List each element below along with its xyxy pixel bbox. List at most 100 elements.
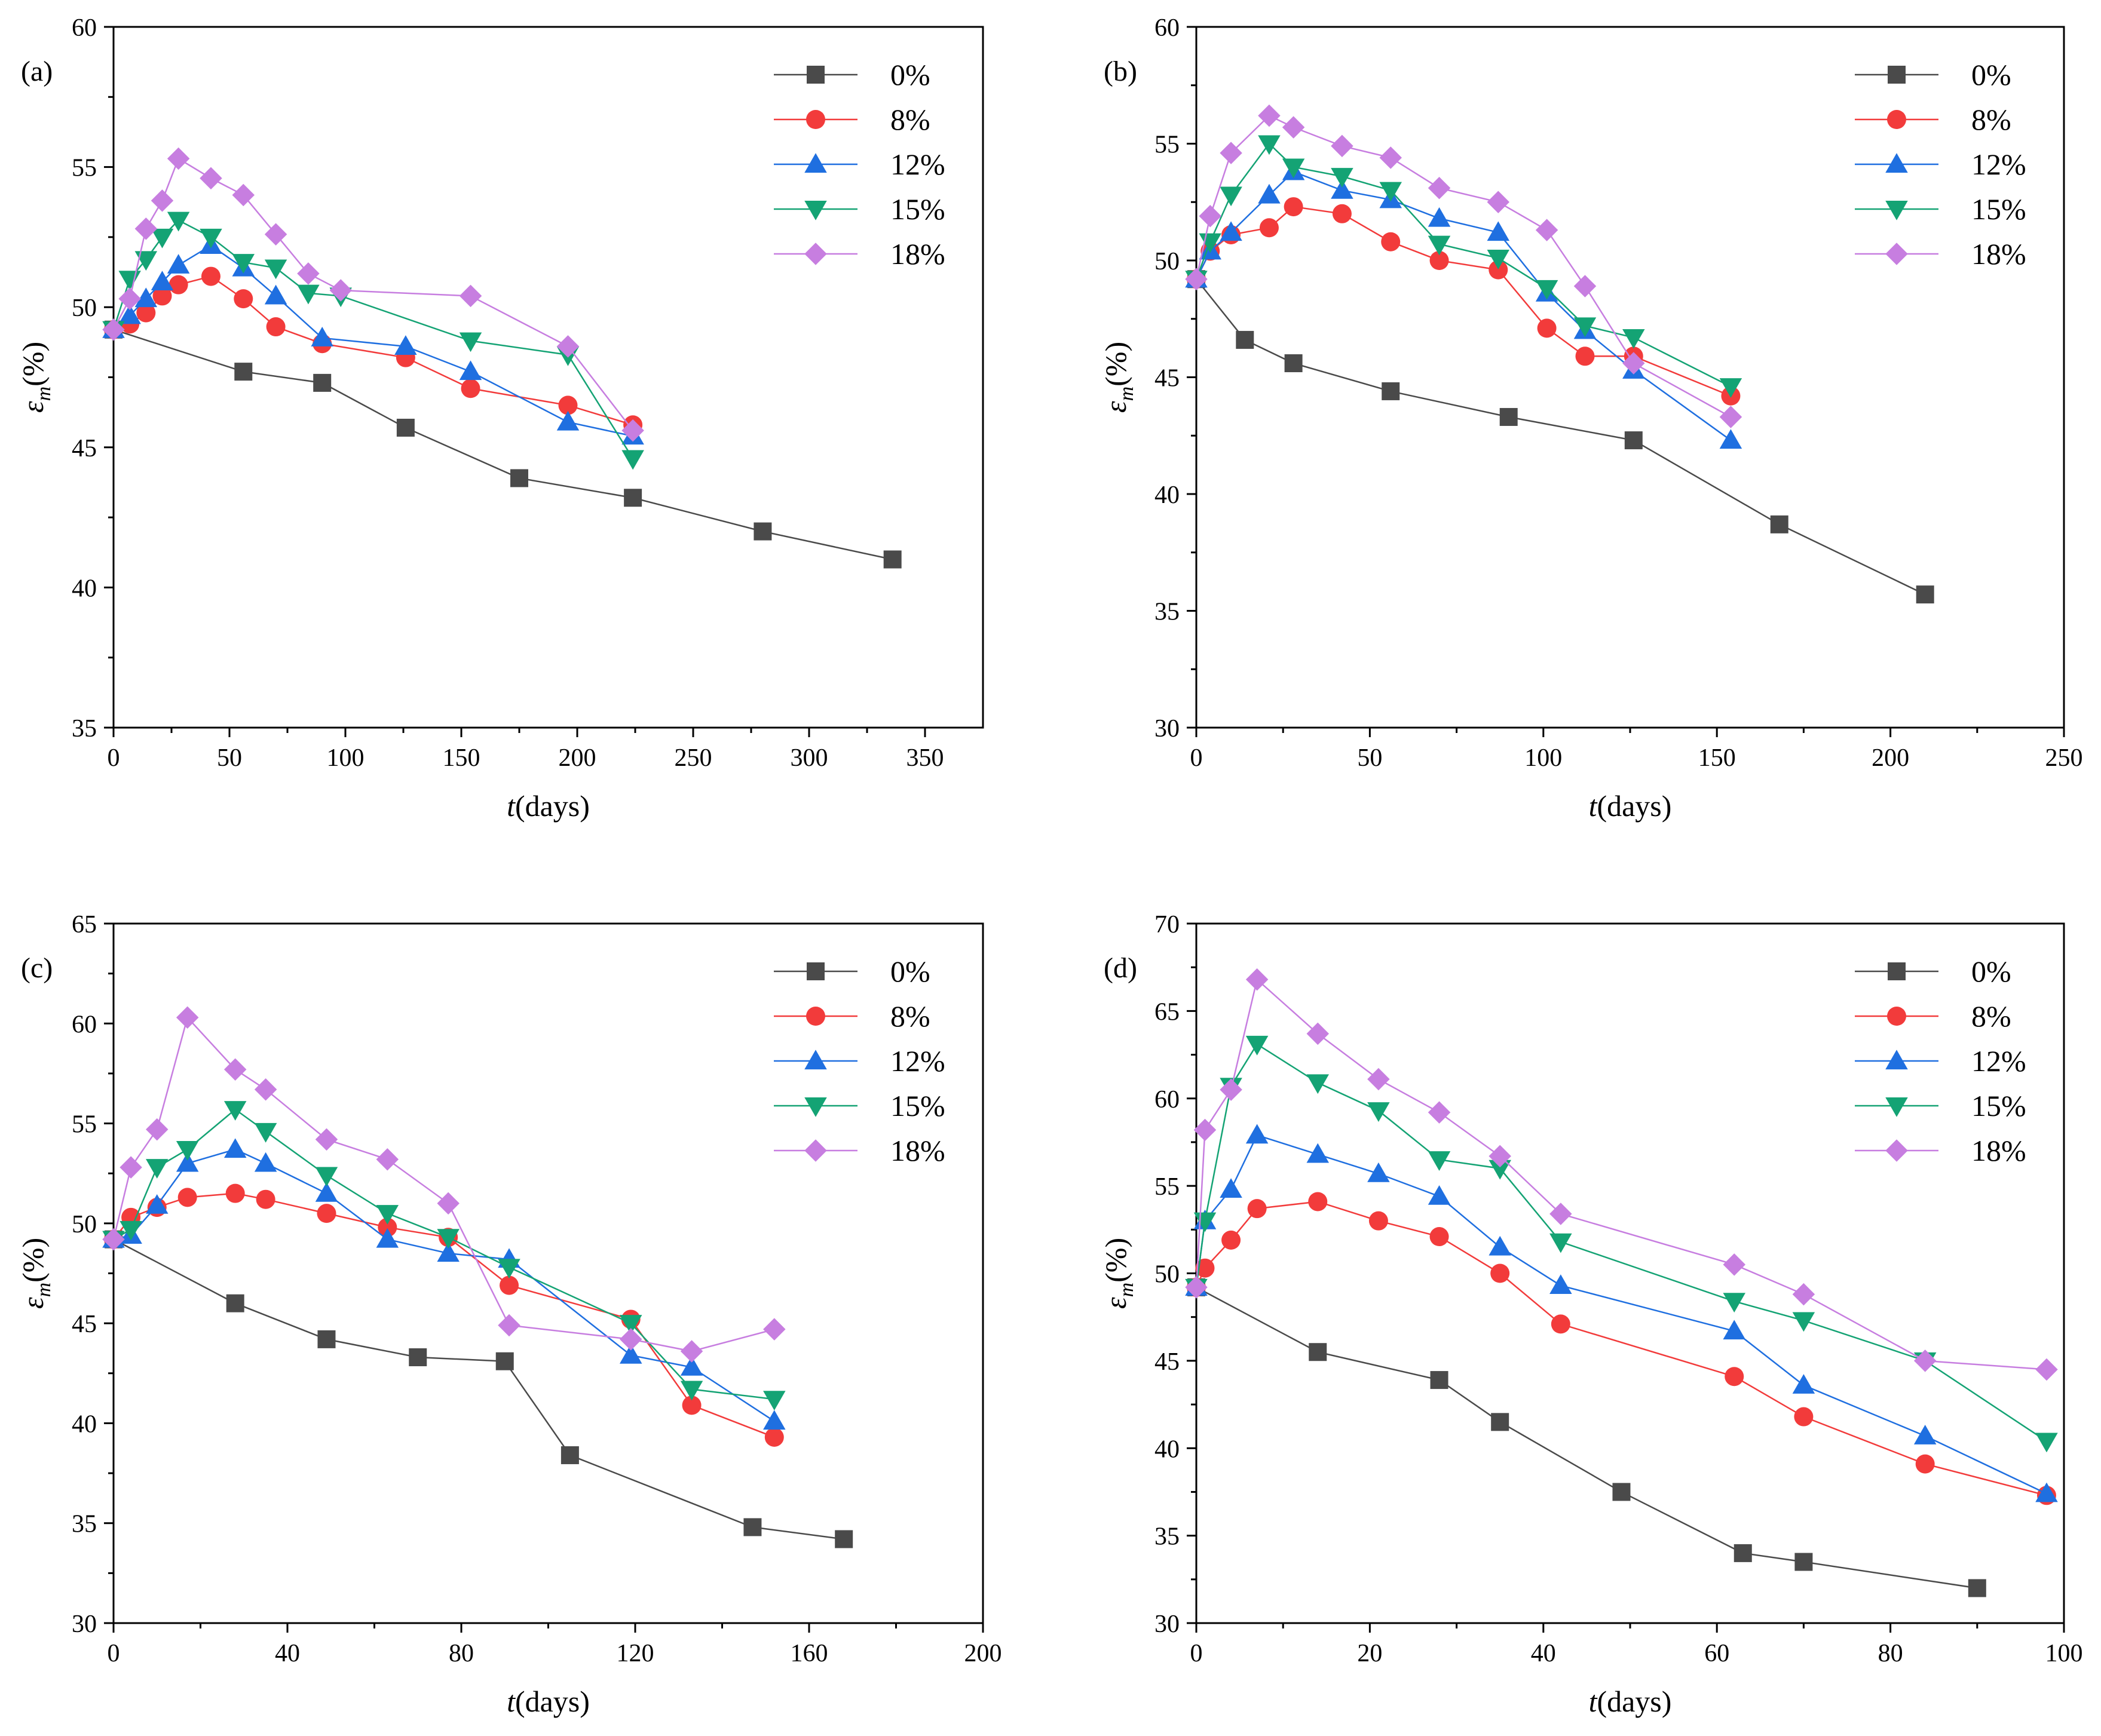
y-tick-label: 35 (1154, 1523, 1180, 1551)
data-point (1332, 204, 1352, 223)
data-point (1430, 1371, 1448, 1390)
data-point (1195, 1258, 1215, 1278)
data-point (167, 211, 190, 232)
data-point (1428, 1151, 1451, 1171)
panel-label: (a) (21, 56, 53, 87)
data-point (556, 410, 580, 431)
data-point (311, 327, 333, 346)
data-point (1245, 1124, 1269, 1144)
data-point (1220, 1178, 1242, 1198)
data-point (2035, 1358, 2058, 1381)
series-2 (1187, 197, 1741, 406)
series-1 (1187, 270, 1934, 604)
x-tick-label: 0 (1190, 744, 1203, 772)
x-tick-label: 150 (443, 744, 480, 772)
x-tick-label: 80 (1878, 1640, 1903, 1667)
data-point (151, 189, 174, 212)
data-point (176, 1141, 199, 1161)
y-tick-label: 55 (1154, 131, 1180, 159)
y-tick-label: 50 (72, 295, 97, 322)
data-point (256, 1189, 275, 1209)
legend-label: 0% (1971, 58, 2011, 91)
legend-label: 12% (1971, 148, 2026, 181)
data-point (297, 262, 320, 285)
y-tick-label: 40 (72, 1410, 97, 1438)
data-point (1915, 1454, 1935, 1474)
data-point (1258, 135, 1281, 155)
y-tick-label: 55 (72, 155, 97, 182)
data-point (120, 1220, 142, 1241)
legend-marker (1885, 200, 1908, 220)
data-point (1306, 1022, 1330, 1045)
data-point (1549, 1274, 1572, 1295)
data-point (1489, 1235, 1511, 1256)
data-point (1487, 191, 1510, 213)
data-point (883, 550, 902, 569)
data-point (682, 1395, 702, 1415)
data-point (1308, 1192, 1328, 1211)
data-point (1306, 1074, 1330, 1094)
data-point (176, 1006, 199, 1029)
data-point (1199, 204, 1221, 228)
data-point (1537, 318, 1557, 338)
data-point (102, 1228, 125, 1251)
x-tick-label: 100 (327, 744, 365, 772)
data-point (232, 183, 255, 207)
series-4 (1185, 135, 1742, 398)
data-point (264, 259, 287, 280)
data-point (1258, 183, 1281, 204)
legend-marker (1887, 1007, 1906, 1026)
data-point (680, 1340, 703, 1363)
data-point (118, 287, 141, 310)
legend-marker (804, 1097, 827, 1117)
data-point (1551, 1314, 1570, 1334)
data-point (1491, 1413, 1509, 1431)
data-point (266, 317, 286, 337)
chart-panel-2: 0 50 100 150 200 250 30 35 40 45 50 55 60 t(days) εm(%… (1099, 14, 2083, 823)
x-axis-title: t(days) (1589, 789, 1672, 823)
y-tick-label: 45 (72, 1311, 97, 1338)
legend-label: 12% (890, 1044, 945, 1078)
series-2 (1187, 1192, 2056, 1505)
x-tick-label: 100 (1524, 744, 1562, 772)
data-point (437, 1192, 460, 1215)
data-point (1719, 429, 1742, 449)
data-point (254, 1078, 277, 1101)
data-point (621, 419, 644, 442)
y-tick-label: 65 (1154, 998, 1180, 1026)
data-point (556, 335, 580, 358)
y-axis-title: εm(%) (1099, 1238, 1138, 1309)
data-point (510, 469, 528, 487)
data-point (1284, 354, 1303, 373)
x-tick-label: 200 (1872, 744, 1909, 772)
data-point (1245, 1035, 1269, 1056)
legend: 0% 8% 12% 15% 18% (774, 58, 945, 271)
data-point (317, 1204, 336, 1223)
data-point (1549, 1203, 1572, 1225)
x-tick-label: 250 (675, 744, 712, 772)
data-point (1247, 1199, 1267, 1219)
legend-marker (807, 962, 825, 980)
x-tick-label: 150 (1698, 744, 1736, 772)
series-1 (105, 320, 902, 569)
y-tick-label: 55 (72, 1111, 97, 1139)
y-tick-label: 40 (1154, 1436, 1180, 1463)
x-tick-label: 80 (449, 1640, 474, 1667)
data-point (317, 1330, 336, 1348)
data-point (146, 1159, 169, 1179)
data-point (1916, 585, 1934, 604)
series-line (112, 157, 634, 431)
data-point (134, 287, 158, 308)
data-point (223, 1138, 247, 1158)
data-point (619, 1328, 642, 1351)
data-point (1487, 221, 1510, 241)
legend-label: 12% (1971, 1044, 2026, 1078)
series-5 (1185, 968, 2058, 1381)
data-point (118, 271, 141, 291)
data-point (146, 1194, 169, 1214)
series-line (1195, 1043, 2047, 1442)
x-tick-label: 50 (1357, 744, 1382, 772)
y-tick-label: 50 (72, 1211, 97, 1238)
y-tick-label: 35 (72, 715, 97, 743)
legend-marker (1885, 243, 1908, 265)
